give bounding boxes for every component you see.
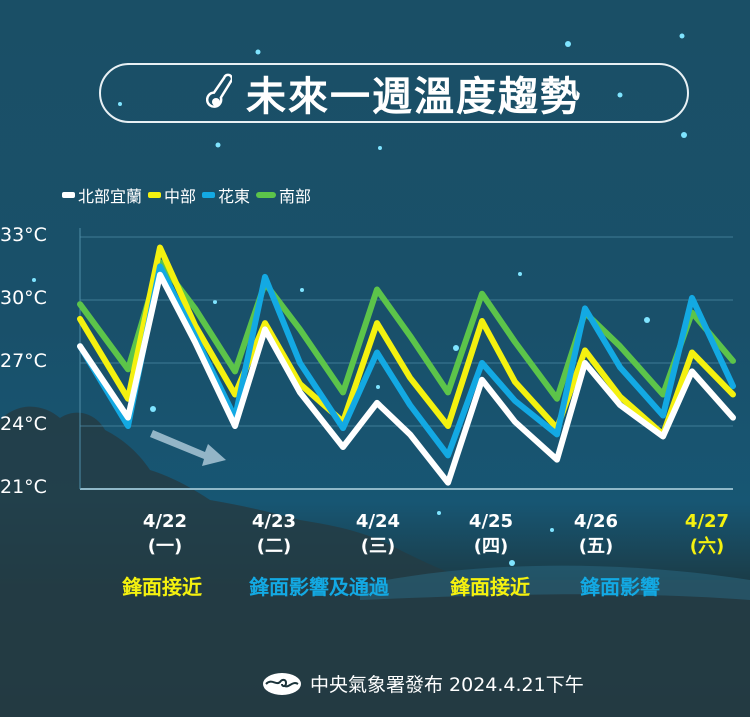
legend-item-north: 北部宜蘭 <box>62 183 142 207</box>
event-front-approach-2: 鋒面接近 <box>450 575 530 599</box>
chart-grid <box>80 236 733 427</box>
date-label-4-23: 4/23 (二) <box>239 509 309 559</box>
date-text: 4/27 <box>684 511 730 532</box>
y-tick-33: 33°C <box>0 224 47 246</box>
date-text: 4/26 <box>573 511 619 532</box>
cloud-silhouette <box>0 406 750 717</box>
legend-swatch-white <box>62 192 75 198</box>
event-front-impact: 鋒面影響 <box>580 575 660 599</box>
date-text: 4/24 <box>355 511 401 532</box>
date-label-4-25: 4/25 (四) <box>456 509 526 559</box>
date-text: 4/25 <box>468 511 514 532</box>
weekday-text: (三) <box>360 536 396 557</box>
y-tick-30: 30°C <box>0 287 47 309</box>
series-lines <box>77 244 736 486</box>
legend-item-central: 中部 <box>148 183 196 207</box>
cwa-logo-icon <box>263 672 301 695</box>
series-line-南部 <box>77 259 736 402</box>
legend-label: 中部 <box>164 187 197 206</box>
horizon-arc <box>360 565 750 600</box>
legend-label: 北部宜蘭 <box>78 187 143 206</box>
weekday-text: (二) <box>256 536 292 557</box>
weekday-text: (四) <box>473 536 509 557</box>
date-text: 4/23 <box>251 511 297 532</box>
weekday-text: (五) <box>578 536 614 557</box>
series-line-北部宜蘭 <box>77 271 736 486</box>
footer-text: 中央氣象署發布 2024.4.21下午 <box>310 674 584 696</box>
y-tick-21: 21°C <box>0 476 47 498</box>
legend-label: 南部 <box>279 187 312 206</box>
date-label-4-26: 4/26 (五) <box>561 509 631 559</box>
event-front-approach-1: 鋒面接近 <box>122 575 202 599</box>
date-label-4-24: 4/24 (三) <box>343 509 413 559</box>
series-line-中部 <box>77 244 736 438</box>
legend-label: 花東 <box>218 187 251 206</box>
legend-swatch-yellow <box>148 192 162 198</box>
weekday-text: (六) <box>689 536 725 557</box>
chart-title: 未來一週溫度趨勢 <box>246 74 582 120</box>
date-text: 4/22 <box>142 511 188 532</box>
event-front-impact-pass: 鋒面影響及通過 <box>249 575 389 599</box>
thermometer-icon <box>206 73 232 108</box>
y-tick-27: 27°C <box>0 350 47 372</box>
legend-swatch-green <box>256 192 277 198</box>
legend-swatch-blue <box>202 192 216 198</box>
title-banner: 未來一週溫度趨勢 <box>99 63 689 123</box>
arrow-icon <box>150 430 226 466</box>
weekday-text: (一) <box>147 536 183 557</box>
legend-item-east: 花東 <box>202 183 250 207</box>
footer: 中央氣象署發布 2024.4.21下午 <box>262 670 584 697</box>
legend-item-south: 南部 <box>256 183 311 207</box>
legend: 北部宜蘭 中部 花東 南部 <box>62 183 311 207</box>
y-tick-24: 24°C <box>0 413 47 435</box>
date-label-4-27: 4/27 (六) <box>672 509 742 559</box>
date-label-4-22: 4/22 (一) <box>130 509 200 559</box>
